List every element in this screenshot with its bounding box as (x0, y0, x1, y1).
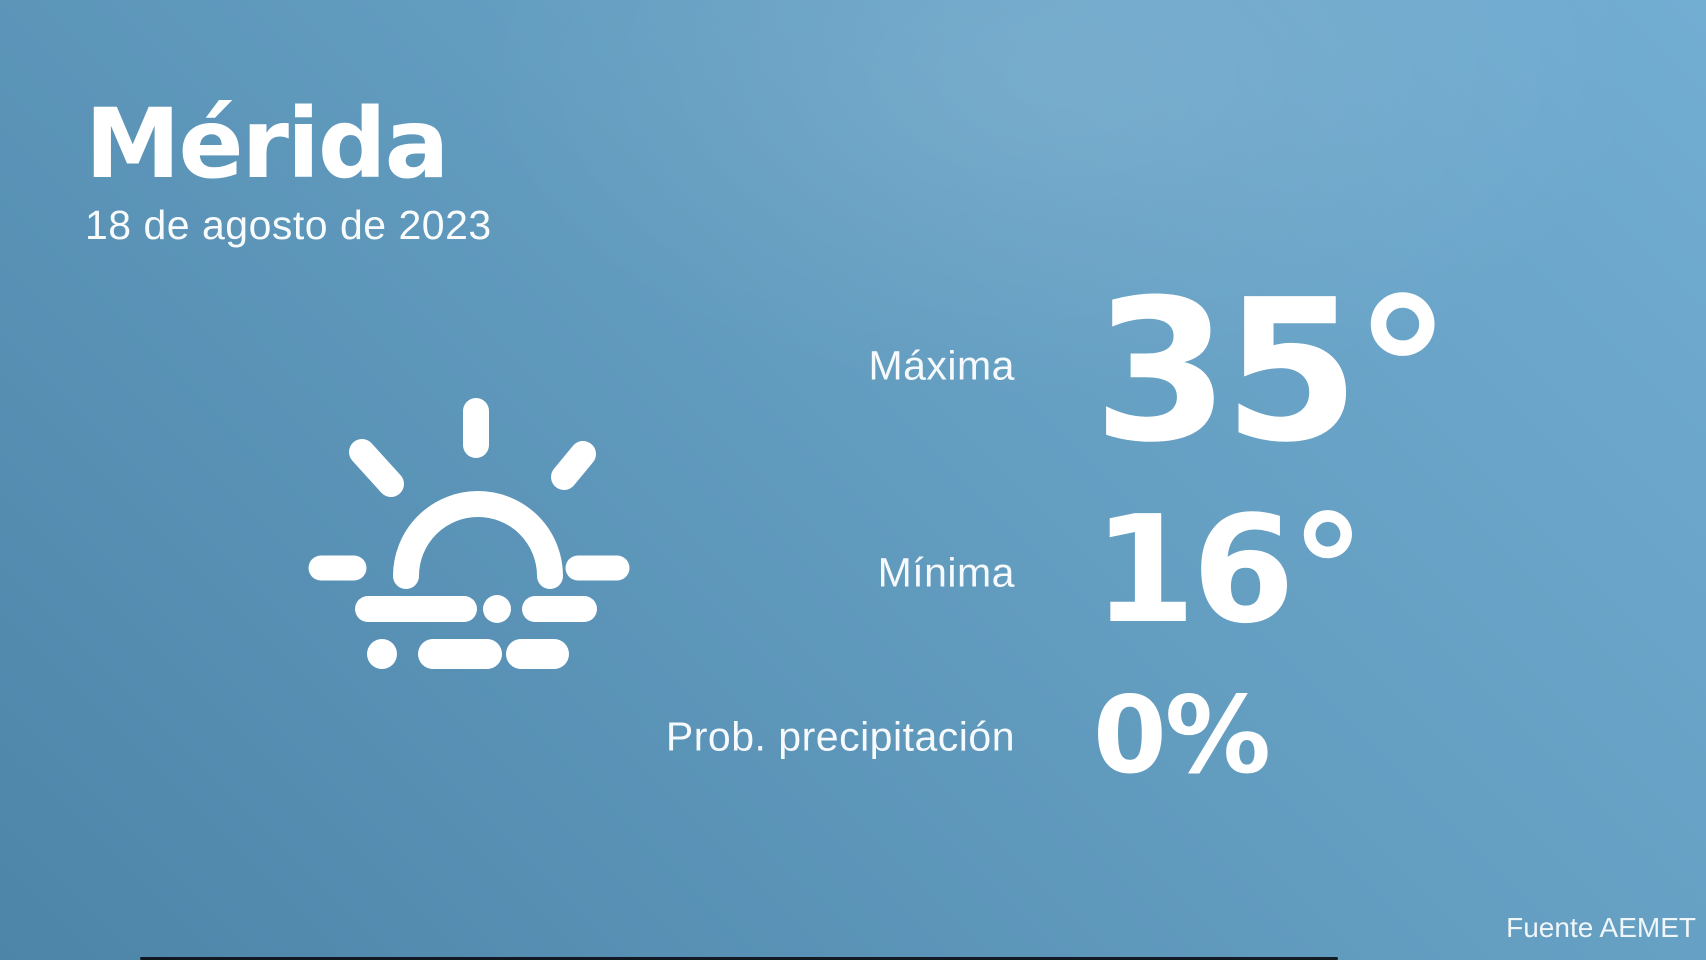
ray-left (349, 439, 404, 497)
min-temp-value: 16° (1093, 484, 1365, 656)
precipitation-value: 0% (1093, 674, 1271, 797)
date-subtitle: 18 de agosto de 2023 (85, 202, 492, 248)
source-attribution: Fuente AEMET (1506, 912, 1696, 943)
page-title: Mérida (85, 88, 449, 200)
precipitation-label: Prob. precipitación (665, 713, 1015, 760)
haze-dot (367, 639, 397, 669)
bottom-progress-bar (140, 957, 1338, 960)
max-temp-label: Máxima (868, 342, 1015, 389)
ray-right (551, 441, 596, 490)
max-temp-value: 35° (1093, 258, 1452, 486)
haze-dot (483, 595, 511, 623)
header: Mérida 18 de agosto de 2023 (85, 96, 492, 249)
sun-arc (393, 491, 563, 589)
sun-haze-icon (300, 393, 630, 683)
min-temp-label: Mínima (877, 549, 1015, 596)
